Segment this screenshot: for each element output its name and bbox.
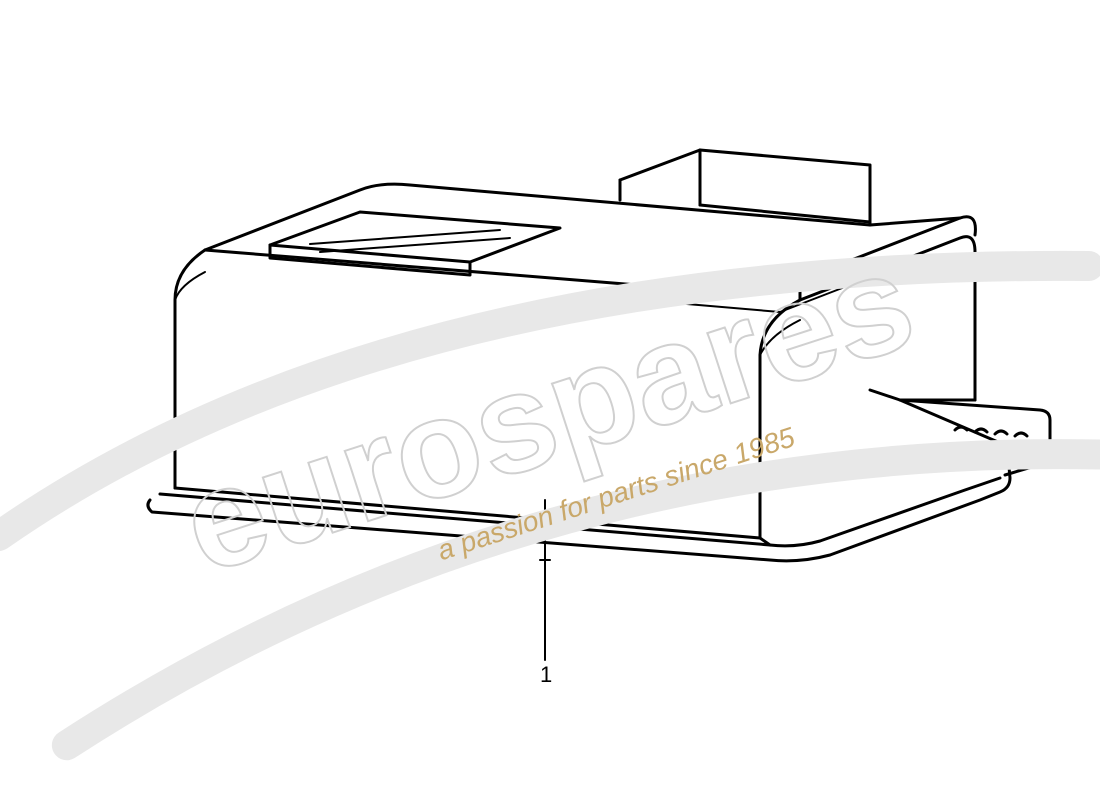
callout-1-label: 1	[540, 662, 552, 688]
diagram-canvas: 1	[0, 0, 1100, 800]
